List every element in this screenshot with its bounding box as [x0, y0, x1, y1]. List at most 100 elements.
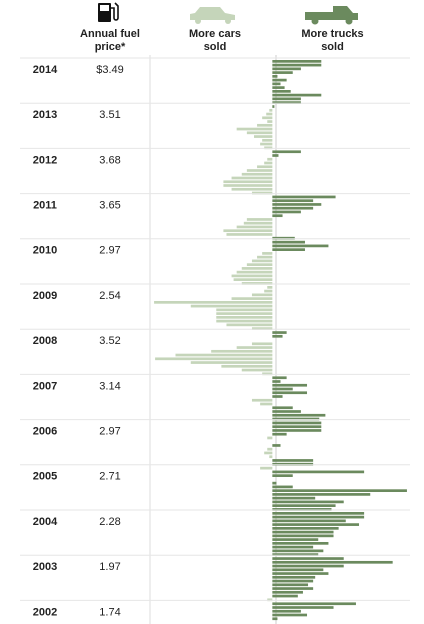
month-bar — [254, 135, 273, 138]
month-bar — [236, 270, 273, 274]
year-label: 2006 — [33, 426, 57, 438]
month-bar — [155, 357, 273, 361]
month-bar — [266, 112, 273, 116]
month-bar — [272, 376, 287, 380]
price-header: Annual fuel price* — [80, 28, 140, 53]
month-bar — [272, 575, 316, 579]
month-bar — [272, 583, 309, 587]
month-bar — [272, 572, 329, 575]
price-label: 3.52 — [99, 335, 120, 347]
month-bar — [257, 123, 273, 127]
price-label: $3.49 — [96, 64, 124, 76]
month-bar — [272, 97, 301, 101]
year-label: 2013 — [33, 109, 57, 121]
price-label: 3.14 — [99, 380, 120, 392]
month-bar — [269, 455, 273, 459]
month-bar — [260, 466, 273, 470]
month-bar — [272, 538, 319, 541]
month-bar — [272, 444, 281, 447]
month-bar — [272, 519, 346, 523]
month-bar — [272, 195, 336, 199]
month-bar — [272, 236, 295, 240]
month-bar — [272, 609, 301, 613]
month-bar — [272, 504, 336, 507]
month-bar — [236, 346, 273, 349]
year-label: 2003 — [33, 561, 57, 573]
month-bar — [272, 613, 308, 617]
month-bar — [272, 485, 293, 489]
price-label: 1.97 — [99, 561, 120, 573]
month-bar — [272, 63, 322, 67]
year-label: 2002 — [33, 606, 57, 618]
month-bar — [216, 312, 273, 315]
month-bar — [251, 327, 273, 330]
year-label: 2010 — [33, 245, 57, 257]
month-bar — [272, 508, 332, 511]
price-label: 2.97 — [99, 426, 120, 438]
month-bar — [241, 368, 273, 372]
month-bar — [223, 180, 273, 184]
month-bar — [236, 127, 273, 131]
car-icon — [190, 7, 235, 24]
month-bar — [246, 131, 273, 135]
month-bar — [272, 210, 301, 214]
month-bar — [226, 233, 273, 236]
month-bar — [216, 308, 273, 312]
month-bar — [251, 259, 273, 263]
month-bar — [223, 229, 273, 233]
month-bar — [272, 206, 314, 210]
month-bar — [272, 391, 308, 395]
month-bar — [272, 568, 324, 572]
month-bar — [272, 512, 365, 515]
month-bar — [262, 372, 273, 376]
month-bar — [272, 60, 322, 63]
month-bar — [264, 451, 273, 455]
month-bar — [175, 353, 273, 357]
month-bar — [272, 542, 329, 545]
month-bar — [272, 244, 329, 248]
month-bar — [272, 331, 287, 334]
month-bar — [272, 523, 360, 526]
price-label: 2.54 — [99, 290, 120, 302]
month-bar — [272, 413, 326, 417]
month-bar — [272, 248, 305, 251]
month-bar — [267, 286, 273, 289]
month-bar — [264, 161, 273, 165]
month-bar — [272, 534, 334, 538]
year-label: 2008 — [33, 335, 57, 347]
month-bar — [262, 116, 273, 120]
price-label: 3.65 — [99, 200, 120, 212]
month-bar — [272, 553, 319, 556]
month-bar — [272, 93, 322, 97]
month-bar — [272, 429, 322, 432]
month-bar — [272, 240, 305, 244]
month-bar — [272, 410, 301, 413]
month-bar — [272, 549, 324, 553]
month-bar — [267, 120, 273, 123]
month-bar — [272, 474, 293, 477]
year-label: 2009 — [33, 290, 57, 302]
month-bar — [272, 86, 285, 89]
month-bar — [251, 342, 273, 346]
month-bar — [272, 71, 293, 74]
month-bar — [272, 101, 301, 104]
month-bar — [264, 146, 273, 150]
month-bar — [272, 406, 293, 410]
month-bar — [272, 489, 407, 492]
month-bar — [231, 187, 273, 191]
month-bar — [251, 191, 273, 195]
truck-icon — [305, 6, 358, 25]
trucks-header: More trucks sold — [301, 28, 364, 53]
month-bar — [272, 470, 365, 474]
month-bar — [272, 564, 344, 568]
month-bar — [272, 462, 314, 466]
month-bar — [272, 515, 365, 519]
month-bar — [272, 105, 275, 108]
month-bar — [272, 154, 279, 157]
month-bar — [272, 82, 281, 86]
month-bar — [260, 142, 273, 146]
month-bar — [272, 395, 283, 398]
month-bar — [272, 606, 334, 609]
month-bar — [190, 361, 273, 364]
month-bar — [272, 481, 277, 485]
